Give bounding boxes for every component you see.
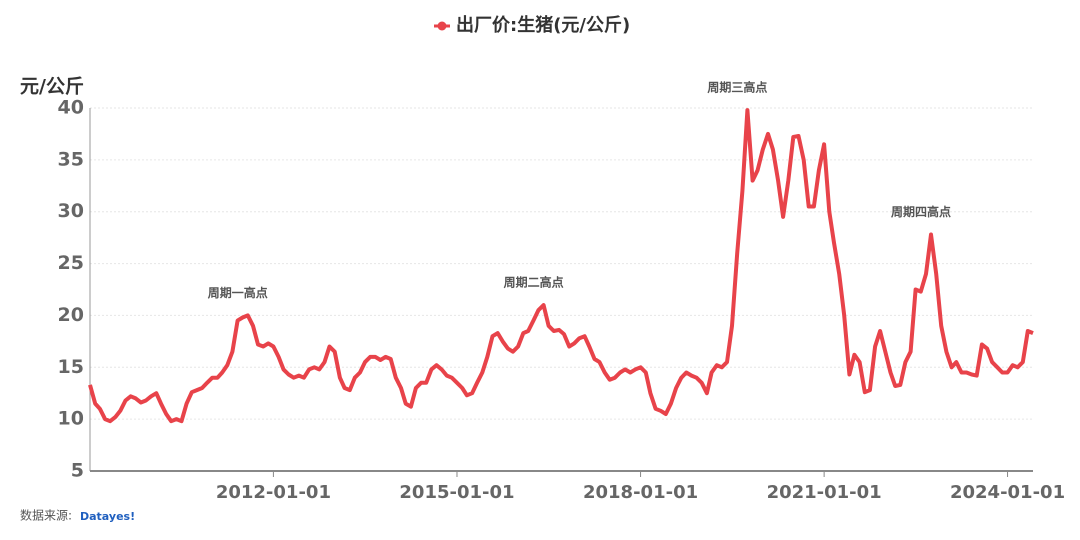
y-tick-label: 40 xyxy=(58,97,84,119)
annotation: 周期二高点 xyxy=(504,275,564,290)
x-tick-label: 2012-01-01 xyxy=(216,482,331,503)
annotation: 周期四高点 xyxy=(891,204,951,219)
y-tick-label: 20 xyxy=(58,304,84,326)
y-tick-label: 5 xyxy=(71,460,84,482)
series-line xyxy=(88,108,1034,424)
legend-marker xyxy=(437,21,447,31)
source-label: 数据来源: xyxy=(20,508,72,523)
y-tick-label: 25 xyxy=(58,252,84,274)
x-tick-label: 2024-01-01 xyxy=(950,482,1065,503)
legend-label: 出厂价:生猪(元/公斤) xyxy=(456,14,630,36)
y-axis-label: 元/公斤 xyxy=(20,76,84,98)
x-tick-label: 2015-01-01 xyxy=(399,482,514,503)
x-tick-label: 2018-01-01 xyxy=(583,482,698,503)
source-brand: Datayes! xyxy=(80,510,135,523)
y-tick-label: 15 xyxy=(58,356,84,378)
y-tick-label: 35 xyxy=(58,148,84,170)
annotation: 周期一高点 xyxy=(208,285,268,300)
x-tick-label: 2021-01-01 xyxy=(767,482,882,503)
y-tick-label: 30 xyxy=(58,200,84,222)
annotation: 周期三高点 xyxy=(707,80,767,95)
y-tick-label: 10 xyxy=(58,408,84,430)
